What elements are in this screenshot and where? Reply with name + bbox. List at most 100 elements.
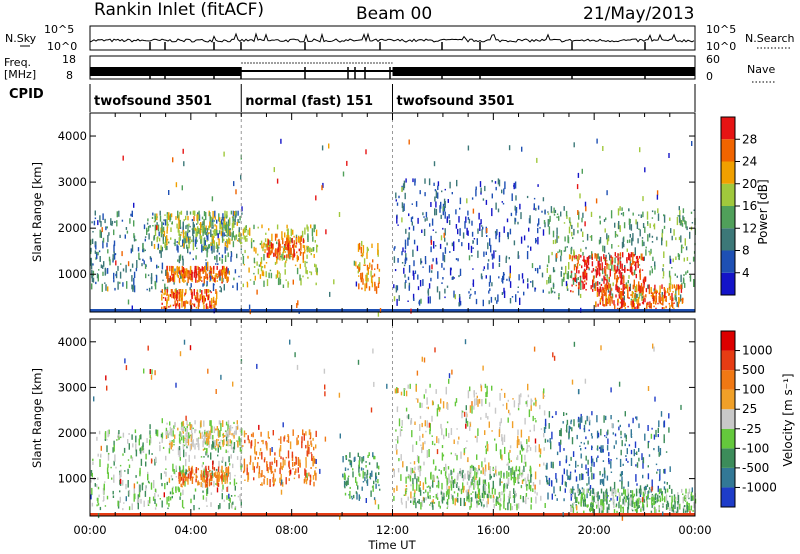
data-cell [657, 427, 659, 433]
data-cell [561, 474, 564, 483]
data-cell [98, 430, 101, 435]
data-cell [672, 507, 674, 510]
data-cell [266, 478, 269, 486]
data-cell [534, 287, 537, 290]
data-cell [147, 480, 150, 483]
data-cell [162, 222, 165, 225]
data-cell [153, 236, 155, 241]
data-cell [518, 481, 520, 484]
data-cell [357, 243, 360, 252]
data-cell [467, 390, 470, 399]
data-cell [626, 284, 629, 292]
data-cell [514, 476, 516, 483]
data-cell [654, 284, 656, 290]
data-cell [173, 274, 176, 283]
data-cell [173, 271, 175, 277]
data-cell [293, 235, 295, 238]
data-cell [477, 500, 479, 506]
data-cell [179, 456, 181, 461]
data-cell [400, 474, 402, 481]
data-cell [319, 468, 321, 474]
data-cell [98, 494, 100, 498]
data-cell [439, 407, 441, 410]
data-cell [212, 296, 215, 303]
data-cell [154, 280, 156, 287]
data-cell [489, 275, 491, 283]
data-cell [492, 496, 495, 503]
data-cell [639, 274, 641, 280]
data-cell [178, 479, 181, 484]
data-cell [655, 429, 657, 438]
data-cell [598, 282, 601, 285]
data-cell [179, 211, 181, 215]
data-cell [504, 181, 506, 190]
data-cell [597, 455, 599, 458]
data-cell [163, 292, 165, 296]
data-cell [179, 226, 182, 229]
data-cell [441, 452, 444, 461]
data-cell [495, 443, 497, 452]
y-tick-label: 2000 [58, 221, 87, 235]
data-cell [498, 236, 501, 243]
data-cell [405, 485, 408, 488]
data-cell [371, 279, 373, 281]
data-cell [562, 421, 564, 424]
data-cell [577, 494, 580, 496]
data-cell [200, 239, 202, 244]
data-cell [191, 239, 193, 243]
data-cell [443, 207, 446, 212]
data-cell [287, 434, 289, 437]
data-cell [462, 469, 464, 473]
data-cell [642, 498, 645, 502]
data-cell [570, 420, 572, 425]
data-cell [305, 431, 307, 436]
data-cell [195, 306, 198, 309]
data-cell [477, 250, 479, 258]
data-cell [207, 454, 209, 458]
data-cell [607, 507, 609, 509]
data-cell [520, 486, 523, 489]
data-cell [404, 257, 407, 264]
data-cell [470, 293, 472, 296]
data-cell [628, 297, 630, 299]
data-cell [201, 482, 204, 488]
data-cell [539, 454, 541, 458]
data-cell [221, 474, 223, 482]
data-cell [470, 493, 472, 495]
data-cell [611, 423, 613, 428]
data-cell [675, 237, 677, 241]
data-cell [93, 396, 95, 402]
data-cell [225, 433, 228, 442]
data-cell [537, 267, 539, 274]
data-cell [184, 271, 186, 277]
data-cell [198, 276, 201, 278]
data-cell [638, 264, 641, 266]
data-cell [583, 283, 586, 289]
data-cell [189, 422, 191, 426]
data-cell [227, 429, 229, 435]
data-cell [224, 242, 226, 247]
data-cell [108, 232, 110, 236]
data-cell [688, 497, 690, 500]
data-cell [204, 297, 206, 302]
data-cell [363, 264, 365, 266]
data-cell [227, 424, 229, 431]
freq-unit: [MHz] [4, 68, 36, 81]
data-cell [279, 467, 281, 475]
data-cell [616, 234, 619, 237]
data-cell [609, 295, 612, 299]
data-cell [240, 465, 242, 471]
data-cell [457, 228, 459, 235]
cpid-strip: twofsound 3501 normal (fast) 151 twofsound… [89, 84, 696, 112]
data-cell [451, 242, 454, 247]
data-cell [289, 244, 291, 247]
data-cell [657, 494, 659, 501]
data-cell [378, 472, 380, 475]
data-cell [313, 254, 315, 258]
data-cell [397, 258, 399, 263]
data-cell [489, 466, 491, 474]
data-cell [187, 476, 189, 485]
data-cell [632, 300, 634, 308]
data-cell [218, 430, 220, 438]
data-cell [106, 495, 109, 500]
